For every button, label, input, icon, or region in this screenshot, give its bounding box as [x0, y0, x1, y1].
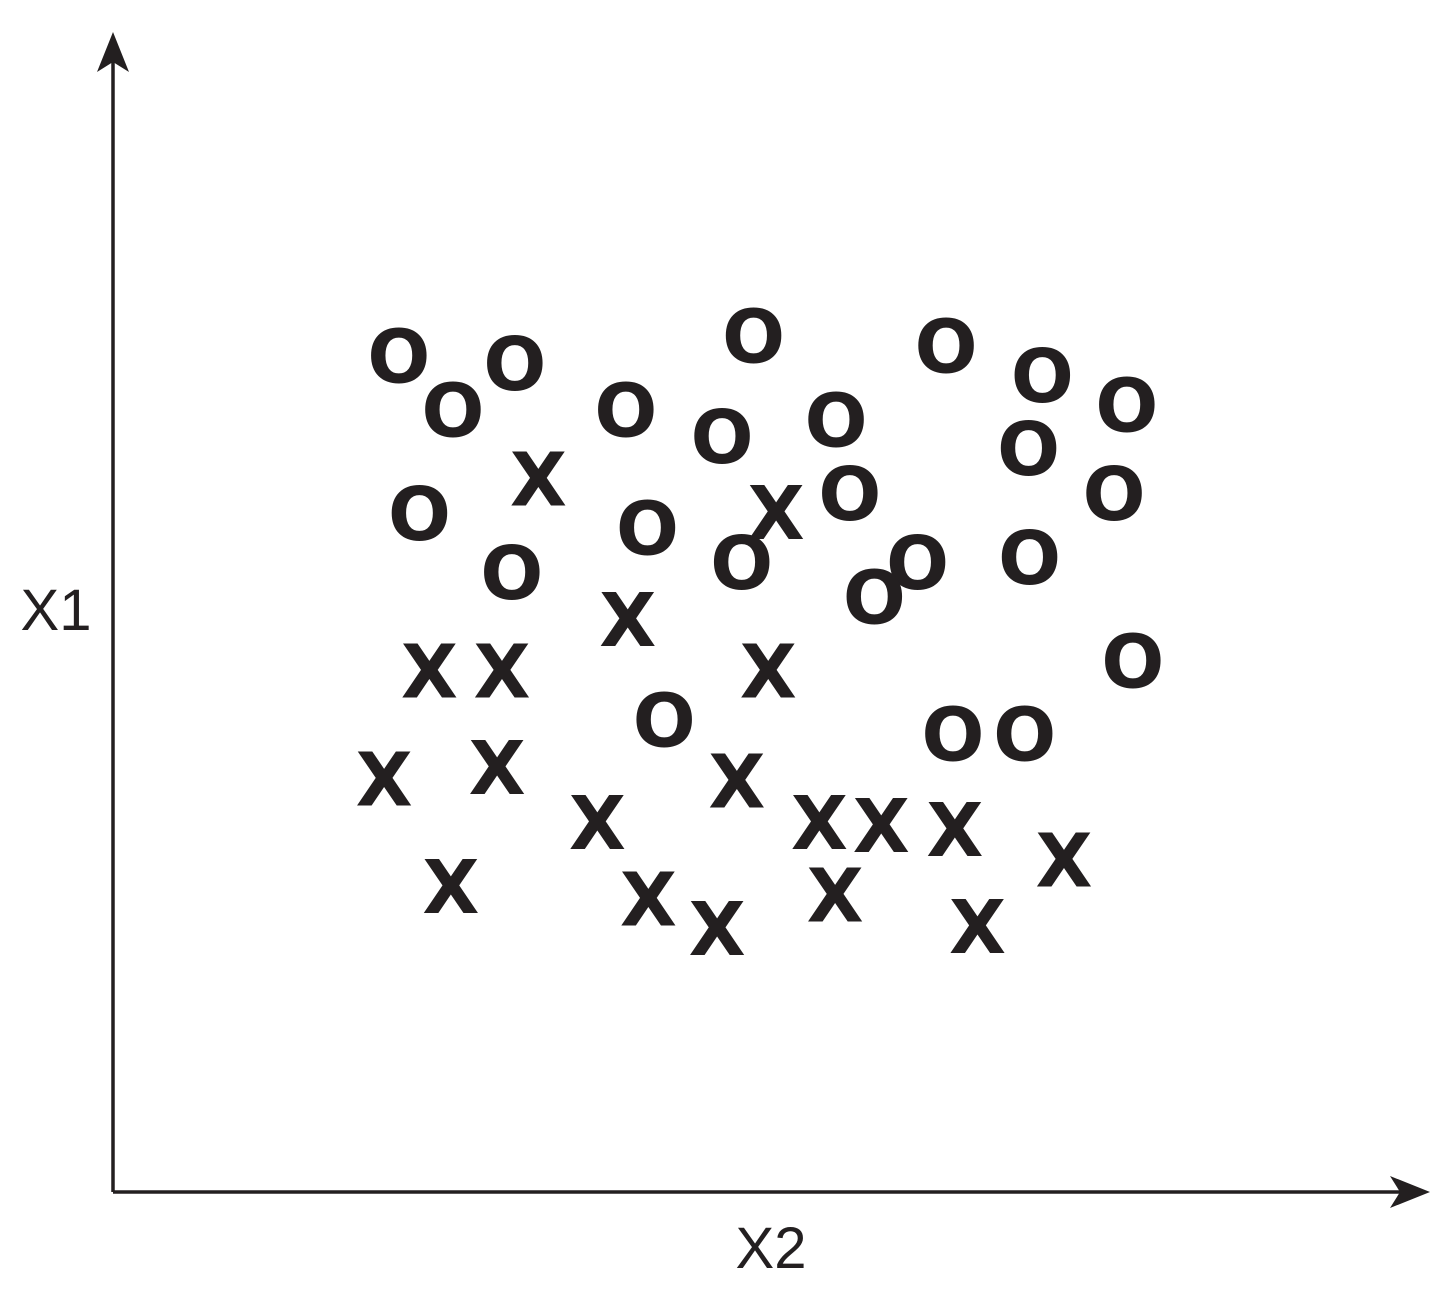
- x-point-8: X: [708, 740, 765, 826]
- o-point-14: O: [886, 521, 949, 607]
- x-point-17: X: [807, 854, 864, 940]
- x-axis-arrow-icon: [1390, 1176, 1430, 1208]
- o-point-0: O: [367, 314, 430, 400]
- x-point-12: X: [926, 788, 983, 874]
- x-point-3: X: [401, 629, 458, 715]
- o-point-17: O: [843, 555, 906, 641]
- o-point-8: O: [1011, 334, 1074, 420]
- y-axis-arrow-icon: [97, 32, 129, 72]
- x-point-10: X: [569, 781, 626, 867]
- o-point-19: O: [1083, 452, 1146, 538]
- x-point-14: X: [422, 845, 479, 931]
- o-point-21: O: [633, 679, 696, 765]
- x-point-18: X: [949, 885, 1006, 971]
- x-point-13: X: [1035, 818, 1092, 904]
- o-point-18: O: [998, 516, 1061, 602]
- o-point-12: O: [616, 487, 679, 573]
- o-point-10: O: [997, 407, 1060, 493]
- o-point-6: O: [805, 378, 868, 464]
- o-point-22: O: [922, 692, 985, 778]
- x-point-1: X: [748, 471, 805, 557]
- o-point-15: O: [480, 531, 543, 617]
- o-point-7: O: [915, 304, 978, 390]
- o-point-4: O: [722, 295, 785, 381]
- y-axis-label: X1: [21, 578, 92, 643]
- x-axis-label: X2: [736, 1216, 807, 1281]
- o-point-23: O: [993, 692, 1056, 778]
- x-point-0: X: [510, 437, 567, 523]
- x-point-15: X: [620, 858, 677, 944]
- x-point-16: X: [689, 887, 746, 973]
- x-point-5: X: [740, 629, 797, 715]
- o-point-2: O: [483, 322, 546, 408]
- x-point-9: X: [853, 784, 910, 870]
- x-point-11: X: [791, 781, 848, 867]
- x-point-7: X: [469, 726, 526, 812]
- y-axis: [97, 32, 129, 1192]
- o-point-13: O: [818, 452, 881, 538]
- x-point-2: X: [599, 578, 656, 664]
- x-axis: [113, 1176, 1430, 1208]
- o-point-1: O: [421, 368, 484, 454]
- x-point-4: X: [474, 629, 531, 715]
- o-point-20: O: [1101, 619, 1164, 705]
- x-point-6: X: [356, 738, 413, 824]
- o-point-5: O: [691, 395, 754, 481]
- o-point-9: O: [1095, 364, 1158, 450]
- o-point-11: O: [388, 472, 451, 558]
- o-point-3: O: [594, 368, 657, 454]
- o-point-16: O: [710, 521, 773, 607]
